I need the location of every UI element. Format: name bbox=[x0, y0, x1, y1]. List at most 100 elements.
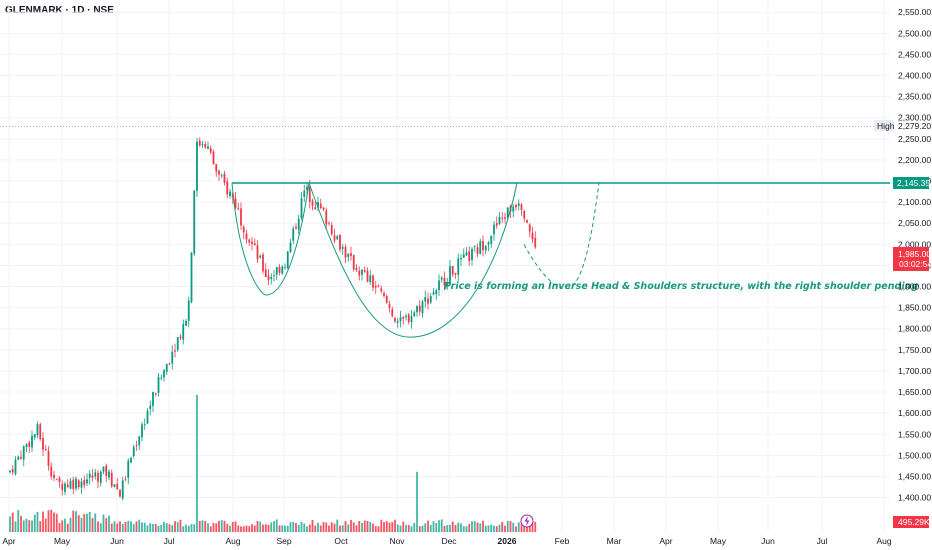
volume-bar bbox=[432, 521, 435, 532]
candle-body bbox=[50, 466, 53, 477]
candle-body bbox=[531, 232, 534, 240]
candle-body bbox=[72, 479, 75, 490]
candle-body bbox=[314, 207, 317, 210]
candle-body bbox=[36, 424, 39, 435]
candle-body bbox=[435, 290, 438, 295]
candle-body bbox=[443, 277, 446, 286]
candle-body bbox=[295, 226, 297, 229]
pattern-annotation: Price is forming an Inverse Head & Shoul… bbox=[444, 281, 918, 292]
candle-body bbox=[138, 436, 141, 446]
volume-bar bbox=[380, 519, 383, 532]
price-axis[interactable]: 1,400.00 1,450.00 1,500.00 1,550.00 1,600.00… bbox=[898, 7, 931, 502]
volume-bar bbox=[344, 521, 347, 532]
volume-bar bbox=[22, 520, 25, 532]
volume-bar bbox=[108, 515, 110, 532]
volume-bar bbox=[399, 525, 402, 532]
volume-bar bbox=[275, 519, 278, 532]
candle-body bbox=[113, 484, 116, 487]
candle-body bbox=[449, 266, 451, 285]
volume-bar bbox=[490, 524, 493, 532]
y-tick-label: 1,600.00 bbox=[898, 408, 931, 418]
candles bbox=[9, 137, 537, 501]
candle-body bbox=[102, 466, 105, 472]
volume-bar bbox=[42, 511, 44, 532]
candle-body bbox=[484, 245, 487, 251]
y-tick-label: 1,550.00 bbox=[898, 429, 931, 439]
volume-bar bbox=[482, 520, 484, 532]
volume-bar bbox=[218, 520, 220, 532]
candle-body bbox=[55, 478, 58, 480]
volume-bar bbox=[531, 521, 534, 532]
high-label: High 2,279.20 bbox=[874, 120, 931, 131]
time-axis[interactable]: Apr May Jun Jul Aug Sep Oct Nov Dec 2026 Feb Mar Apr… bbox=[2, 536, 891, 546]
candle-body bbox=[341, 247, 344, 249]
candle-body bbox=[61, 484, 64, 490]
candle-body bbox=[91, 475, 94, 478]
lightning-icon[interactable] bbox=[520, 514, 534, 528]
candle-body bbox=[141, 424, 143, 438]
y-tick-label: 1,700.00 bbox=[898, 366, 931, 376]
volume-bar bbox=[468, 523, 471, 532]
volume-bar bbox=[215, 523, 218, 532]
volume-bar bbox=[358, 520, 361, 532]
candle-body bbox=[273, 275, 275, 276]
volume-bar bbox=[278, 525, 281, 532]
high-label-text: High bbox=[877, 121, 895, 131]
volume-bar bbox=[495, 526, 498, 532]
volume-bar bbox=[193, 524, 196, 532]
candle-body bbox=[270, 276, 273, 280]
candle-body bbox=[451, 266, 454, 275]
volume-bar bbox=[347, 524, 350, 532]
candle-body bbox=[438, 280, 440, 291]
candle-body bbox=[482, 240, 484, 251]
volume-bar bbox=[311, 519, 314, 532]
volume-bar bbox=[154, 523, 157, 532]
y-tick-label: 2,500.00 bbox=[898, 28, 931, 38]
volume-bar bbox=[168, 524, 171, 532]
candle-body bbox=[493, 224, 495, 235]
volume-bar bbox=[17, 510, 20, 532]
volume-bar bbox=[394, 519, 396, 532]
candle-body bbox=[418, 305, 421, 312]
volume-bar bbox=[292, 521, 295, 532]
volume-bar bbox=[99, 523, 102, 532]
candle-body bbox=[366, 270, 369, 282]
candle-body bbox=[11, 469, 14, 473]
y-tick-label: 2,550.00 bbox=[898, 7, 931, 17]
volume-bar bbox=[330, 522, 333, 532]
volume-bar bbox=[86, 513, 88, 532]
y-tick-label: 1,750.00 bbox=[898, 345, 931, 355]
volume-bar bbox=[75, 511, 77, 532]
volume-bar bbox=[517, 522, 520, 532]
candle-body bbox=[465, 252, 468, 256]
high-value: 2,279.20 bbox=[898, 121, 931, 131]
volume-bar bbox=[465, 526, 468, 532]
candle-body bbox=[179, 336, 182, 339]
volume-bar bbox=[479, 523, 482, 532]
volume-bar bbox=[91, 518, 94, 532]
y-tick-label: 1,500.00 bbox=[898, 450, 931, 460]
candle-body bbox=[515, 204, 517, 208]
candle-body bbox=[160, 377, 163, 379]
candle-body bbox=[182, 324, 185, 340]
volume-bar bbox=[149, 523, 152, 532]
candle-body bbox=[429, 296, 432, 303]
volume-bar bbox=[341, 525, 344, 532]
y-tick-label: 1,900.00 bbox=[898, 282, 931, 292]
volume-bar bbox=[462, 526, 465, 532]
candle-body bbox=[361, 269, 363, 275]
candle-body bbox=[83, 479, 86, 486]
candle-body bbox=[9, 470, 11, 472]
candle-body bbox=[374, 285, 377, 288]
volume-bar bbox=[325, 522, 328, 532]
candle-body bbox=[154, 393, 157, 395]
candle-body bbox=[471, 248, 473, 261]
candle-body bbox=[28, 442, 31, 448]
candle-body bbox=[53, 475, 55, 478]
candle-body bbox=[286, 251, 289, 269]
volume-bar bbox=[297, 525, 300, 532]
volume-bar bbox=[58, 523, 61, 532]
x-tick-label: May bbox=[54, 536, 71, 546]
candle-body bbox=[487, 242, 490, 245]
